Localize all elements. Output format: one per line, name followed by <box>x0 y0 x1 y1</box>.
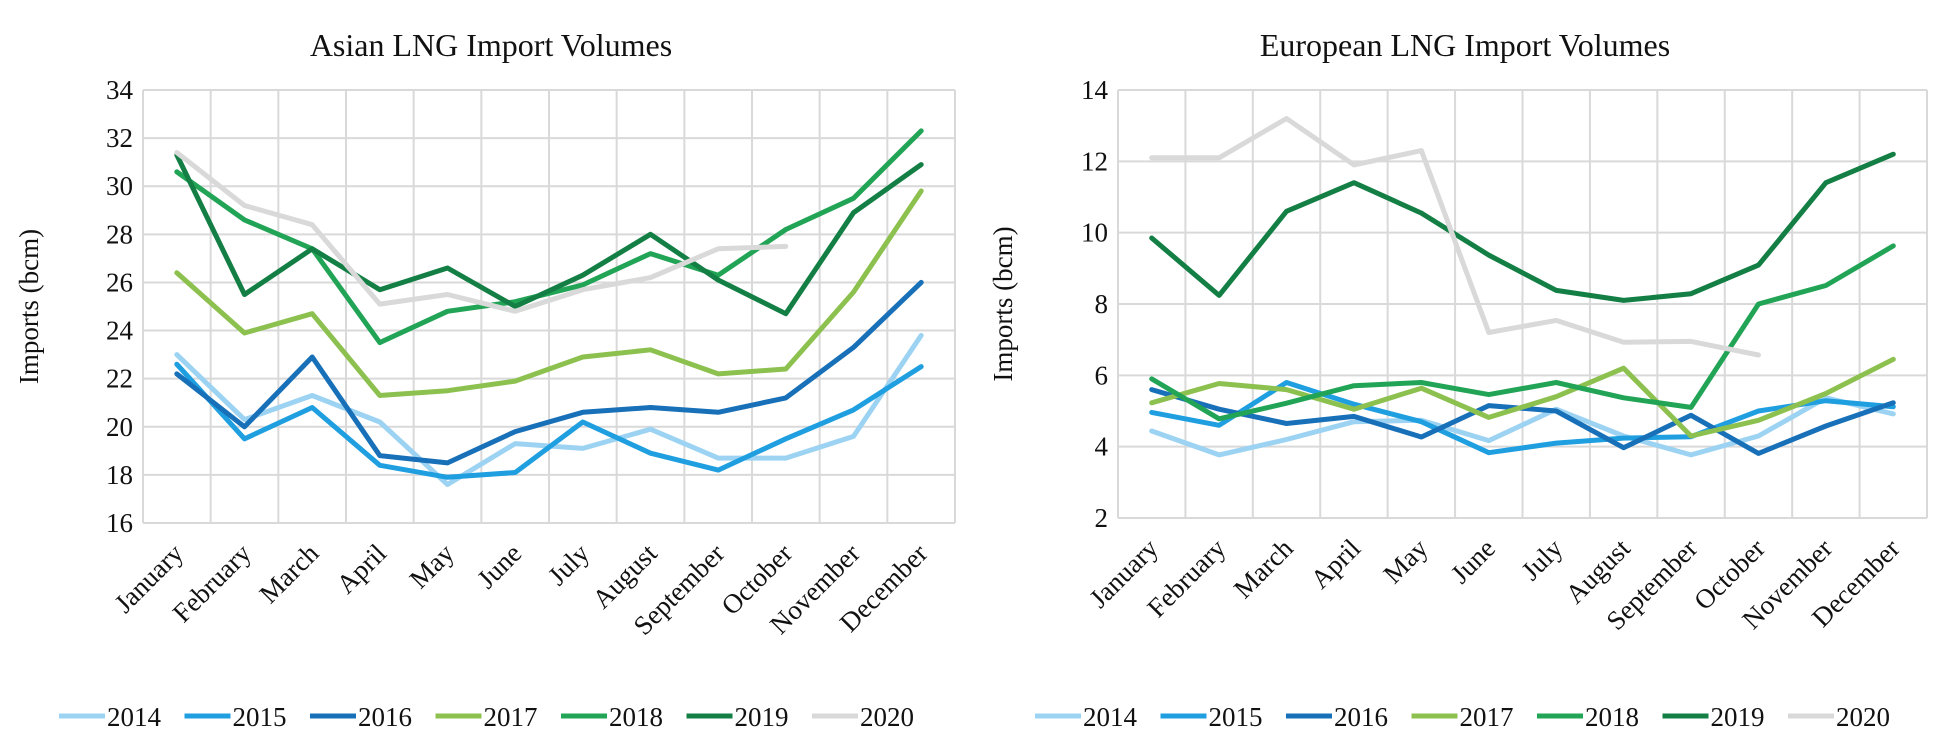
x-tick-label: May <box>1377 533 1434 590</box>
series-line-2018 <box>1149 243 1896 422</box>
x-tick-label: July <box>542 538 595 591</box>
series-line-2019 <box>1149 151 1896 303</box>
y-tick-label: 16 <box>106 508 133 538</box>
y-tick-label: 2 <box>1095 503 1109 533</box>
x-tick-label: July <box>1515 533 1568 586</box>
x-tick-label: April <box>1305 533 1367 595</box>
x-tick-label: June <box>1445 533 1501 589</box>
legend-label: 2017 <box>484 702 538 732</box>
legend-label: 2020 <box>1836 702 1890 732</box>
y-tick-label: 32 <box>106 123 133 153</box>
legend-label: 2016 <box>358 702 412 732</box>
y-tick-label: 6 <box>1095 360 1109 390</box>
x-tick-label: March <box>253 538 324 609</box>
y-tick-label: 20 <box>106 412 133 442</box>
y-tick-label: 4 <box>1095 432 1109 462</box>
y-axis-label: Imports (bcm) <box>14 229 44 384</box>
series-line-2017 <box>174 188 924 398</box>
legend-label: 2020 <box>860 702 914 732</box>
series-line-2014 <box>1149 395 1896 458</box>
y-tick-label: 30 <box>106 171 133 201</box>
series-line-2020 <box>174 150 789 314</box>
y-tick-label: 34 <box>106 75 134 105</box>
y-tick-label: 10 <box>1081 218 1108 248</box>
series-line-2015 <box>174 361 924 480</box>
legend-label: 2015 <box>1209 702 1263 732</box>
legend-label: 2014 <box>1083 702 1138 732</box>
series-line-2020 <box>1149 116 1761 358</box>
chart-0: 16182022242628303234JanuaryFebruaryMarch… <box>14 27 956 732</box>
legend-label: 2018 <box>1585 702 1639 732</box>
series-line-2017 <box>1149 356 1896 439</box>
y-tick-label: 12 <box>1081 146 1108 176</box>
x-tick-label: April <box>331 538 393 600</box>
y-axis-label: Imports (bcm) <box>988 226 1018 381</box>
x-tick-label: May <box>404 538 461 595</box>
y-tick-label: 26 <box>106 267 133 297</box>
y-tick-label: 8 <box>1095 289 1109 319</box>
x-tick-label: June <box>471 538 527 594</box>
legend-label: 2017 <box>1460 702 1514 732</box>
legend-label: 2014 <box>107 702 162 732</box>
y-tick-label: 24 <box>106 316 134 346</box>
legend-label: 2019 <box>1711 702 1765 732</box>
legend-label: 2019 <box>735 702 789 732</box>
y-tick-label: 28 <box>106 219 133 249</box>
y-tick-label: 18 <box>106 460 133 490</box>
chart-title: Asian LNG Import Volumes <box>310 27 672 63</box>
legend-label: 2015 <box>233 702 287 732</box>
y-tick-label: 14 <box>1081 75 1109 105</box>
series-line-2016 <box>174 279 924 466</box>
series-line-2019 <box>174 152 924 317</box>
legend-label: 2016 <box>1334 702 1388 732</box>
y-tick-label: 22 <box>106 364 133 394</box>
legend-label: 2018 <box>609 702 663 732</box>
x-tick-label: March <box>1228 533 1299 604</box>
chart-title: European LNG Import Volumes <box>1260 27 1670 63</box>
